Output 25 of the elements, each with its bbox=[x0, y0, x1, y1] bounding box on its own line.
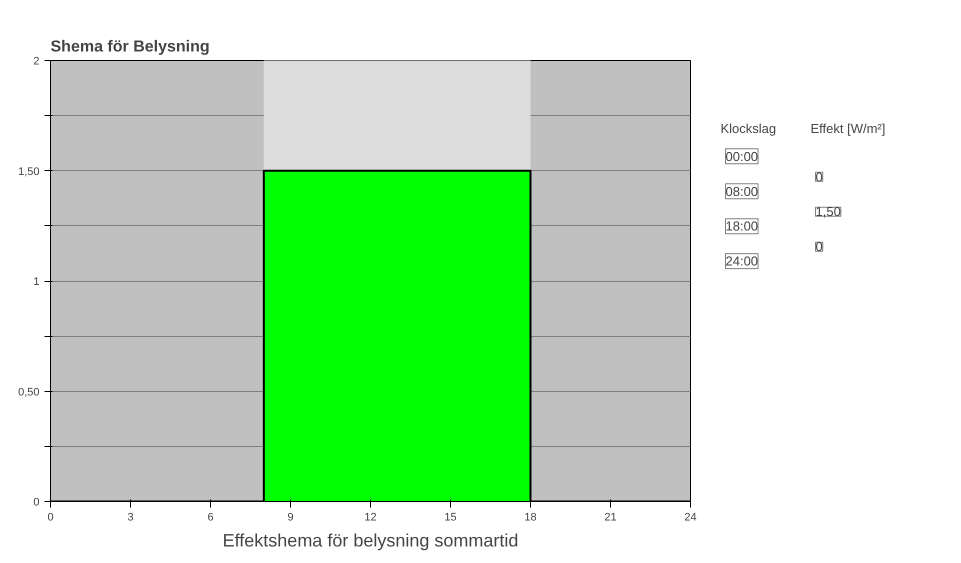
x-tick-label: 24 bbox=[684, 512, 697, 524]
text: Effekt [W/m²] bbox=[810, 120, 886, 136]
y-tick-label: 0 bbox=[33, 496, 40, 508]
x-tick-label: 18 bbox=[524, 512, 537, 524]
text: 0 bbox=[816, 239, 823, 254]
text: 24:00 bbox=[726, 254, 758, 269]
text: 00:00 bbox=[726, 148, 758, 164]
x-tick-label: 12 bbox=[364, 512, 377, 524]
y-tick-label: 1,50 bbox=[18, 166, 40, 178]
x-tick-label: 6 bbox=[207, 512, 214, 524]
x-tick-label: 9 bbox=[287, 512, 294, 524]
text: 1,50 bbox=[816, 204, 841, 220]
text: 08:00 bbox=[726, 184, 758, 199]
x-tick-label: 21 bbox=[604, 512, 617, 524]
text: Effektshema för belysning sommartid bbox=[222, 530, 518, 550]
chart-subtitle: Shema för Belysning bbox=[50, 38, 210, 56]
y-tick-label: 2 bbox=[33, 56, 40, 68]
x-tick-label: 3 bbox=[127, 512, 134, 524]
x-tick-label: 0 bbox=[47, 512, 54, 524]
y-tick-label: 1 bbox=[33, 276, 40, 288]
y-tick-label: 0,50 bbox=[18, 386, 40, 398]
text: 0 bbox=[816, 169, 823, 184]
text: Klockslag bbox=[720, 120, 776, 136]
x-tick-label: 15 bbox=[444, 512, 457, 524]
text: 18:00 bbox=[726, 218, 758, 234]
